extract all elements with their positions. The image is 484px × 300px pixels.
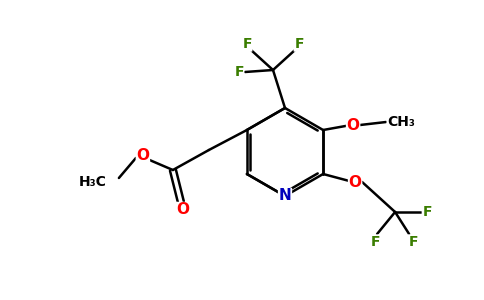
Text: F: F xyxy=(234,65,244,79)
Text: F: F xyxy=(423,205,432,219)
Text: N: N xyxy=(279,188,291,203)
Text: F: F xyxy=(242,37,252,51)
Text: H₃C: H₃C xyxy=(79,175,107,189)
Text: F: F xyxy=(408,235,418,249)
Text: F: F xyxy=(294,37,304,51)
Text: O: O xyxy=(348,175,362,190)
Text: CH₃: CH₃ xyxy=(387,115,415,129)
Text: F: F xyxy=(370,235,380,249)
Text: O: O xyxy=(347,118,360,133)
Text: O: O xyxy=(176,202,189,217)
Text: O: O xyxy=(136,148,150,164)
